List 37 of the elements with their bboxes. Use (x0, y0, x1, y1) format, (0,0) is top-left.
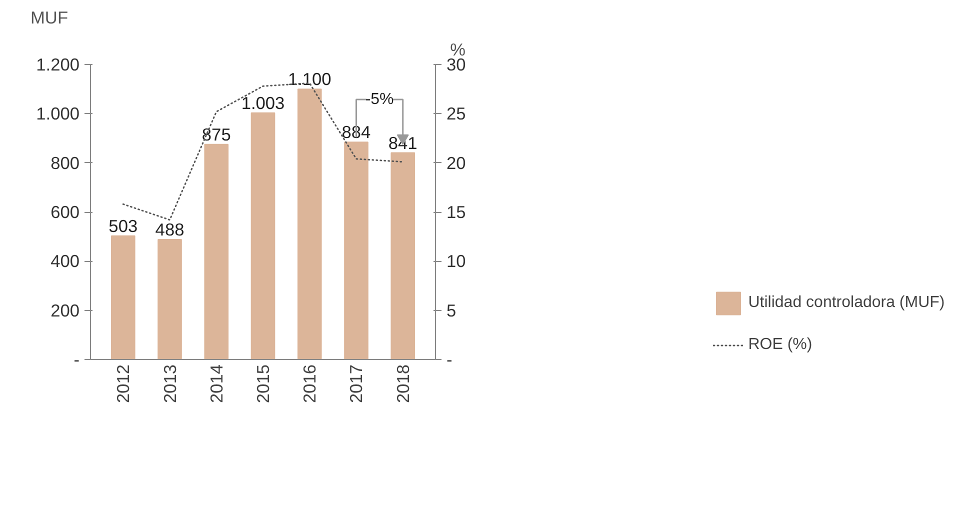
bar (390, 152, 416, 360)
y-tick-label: 400 (50, 251, 80, 272)
y-tick-label: 800 (50, 152, 80, 173)
data-label: 875 (202, 124, 231, 144)
y-tick-label: 600 (50, 202, 80, 222)
data-label: 1.100 (288, 69, 332, 90)
bar (297, 88, 322, 360)
data-label: 488 (155, 220, 184, 240)
data-label: 503 (108, 216, 138, 236)
annotation: -5% (365, 90, 394, 108)
x-tick-label: 2018 (392, 364, 413, 404)
x-tick-label: 2017 (346, 364, 366, 404)
y-tick-label: 1.200 (36, 54, 80, 74)
y-tick-label: - (74, 350, 80, 370)
legend-label: ROE (%) (748, 336, 812, 354)
data-label: 884 (342, 122, 372, 142)
bar (250, 112, 276, 360)
y2-tick-label: 20 (446, 152, 466, 173)
x-tick-label: 2013 (160, 364, 180, 404)
x-tick-label: 2012 (113, 364, 134, 404)
y-axis-title: MUF (30, 8, 68, 28)
y2-tick-label: 25 (446, 104, 466, 124)
y2-tick-label: 10 (446, 251, 466, 272)
bar (344, 142, 368, 360)
x-tick-label: 2016 (300, 364, 320, 404)
bar (158, 239, 182, 360)
y2-tick-label: 5 (446, 300, 456, 320)
bar (204, 144, 229, 360)
x-tick-label: 2015 (253, 364, 273, 404)
data-label: 1.003 (241, 92, 285, 113)
bar (110, 235, 136, 360)
y-tick-label: 1.000 (36, 104, 80, 124)
y2-tick-label: - (446, 350, 452, 370)
x-tick-label: 2014 (206, 364, 226, 404)
y-tick-label: 200 (50, 300, 80, 320)
legend-label: Utilidad controladora (MUF) (748, 294, 945, 312)
y2-tick-label: 15 (446, 202, 466, 222)
